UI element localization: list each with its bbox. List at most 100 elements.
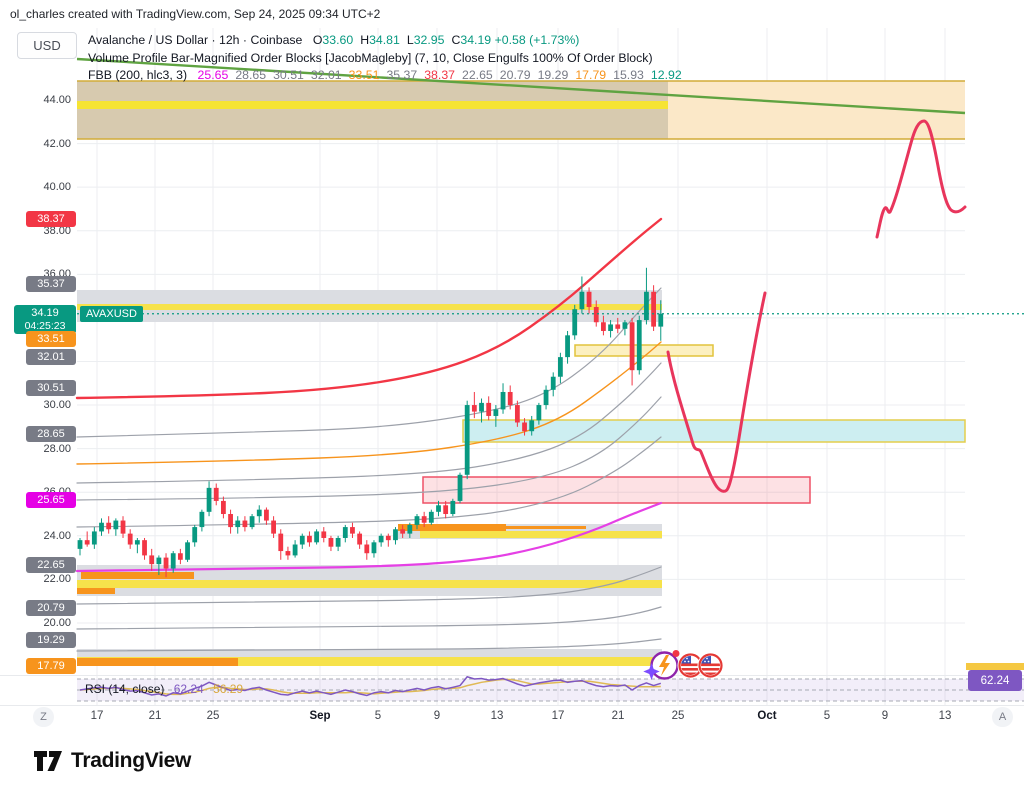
order-block-zone[interactable]: [422, 476, 811, 504]
candle-body: [550, 376, 556, 390]
candle-body: [493, 409, 499, 416]
candle-body: [400, 529, 406, 534]
us-flag-icon[interactable]: [677, 652, 704, 679]
currency-usd-label: USD: [33, 38, 61, 53]
candle-body: [500, 391, 506, 410]
order-block-zone[interactable]: [77, 81, 668, 139]
ohlc-item: C34.19: [451, 33, 492, 47]
order-block-zone[interactable]: [77, 588, 115, 594]
order-block-zone[interactable]: [462, 419, 966, 443]
tradingview-footer-logo[interactable]: TradingView: [33, 748, 191, 774]
candle-body: [142, 540, 147, 556]
attribution-text: ol_charles created with TradingView.com,…: [10, 7, 381, 21]
trend-line[interactable]: [76, 57, 966, 115]
candle-body: [292, 544, 298, 556]
price-badge-34.19: 34.19 04:25:23: [14, 304, 76, 334]
us-flag-icon-2[interactable]: [697, 652, 724, 679]
order-block-zone[interactable]: [420, 531, 662, 538]
candle-body: [536, 405, 542, 421]
order-block-zone[interactable]: [574, 344, 714, 357]
candle-body: [77, 540, 83, 549]
candle-body: [163, 557, 169, 569]
fbb-indicator-label: FBB (200, hlc3, 3): [88, 68, 188, 82]
price-badge-19.29: 19.29: [26, 632, 76, 649]
candle-body: [149, 555, 155, 565]
fbb-0.236-upper-line: [76, 436, 662, 528]
candle-body: [608, 324, 613, 331]
candle-body: [285, 551, 291, 556]
projection-path-spike[interactable]: [875, 119, 967, 239]
timezone-button[interactable]: Z: [33, 707, 54, 727]
currency-usd-button[interactable]: USD: [17, 32, 77, 59]
candle-body: [565, 335, 570, 358]
tradingview-wordmark: TradingView: [71, 749, 192, 772]
ohlc-item: L32.95: [406, 33, 445, 47]
fbb-value: 15.93: [613, 68, 644, 82]
candle-body: [615, 324, 621, 329]
fbb-legend-row[interactable]: FBB (200, hlc3, 3) 25.65 28.65 30.51 32.01 3…: [88, 68, 682, 82]
candle-body: [436, 505, 441, 512]
price-axis-label: 22.00: [43, 573, 71, 586]
time-axis-label: 13: [938, 710, 952, 722]
rsi-band-fill: [77, 679, 1024, 701]
time-axis-label: 17: [90, 710, 104, 722]
symbol-legend-row[interactable]: Avalanche / US Dollar · 12h · Coinbase O…: [88, 33, 579, 47]
candle-body: [242, 520, 248, 528]
candle-body: [450, 500, 456, 515]
candle-body: [658, 313, 664, 327]
price-badge-32.01: 32.01: [26, 349, 76, 366]
order-block-zone[interactable]: [77, 658, 238, 666]
order-block-zone[interactable]: [506, 526, 586, 529]
time-axis-label: 13: [490, 710, 504, 722]
rsi-legend-row[interactable]: RSI (14, close) 62.24 56.29: [85, 682, 243, 696]
order-block-zone[interactable]: [77, 580, 662, 588]
candle-body: [529, 420, 535, 432]
fbb-0.764-upper-line: [76, 287, 662, 438]
order-block-zone[interactable]: [77, 101, 668, 109]
order-block-zone[interactable]: [81, 572, 194, 579]
fbb-basis-line: [75, 501, 663, 573]
time-axis-label: Oct: [757, 710, 777, 722]
projection-path-w-recovery[interactable]: [666, 291, 767, 493]
autoscale-button[interactable]: A: [992, 707, 1013, 727]
candle-body: [113, 520, 119, 530]
ohlc-item: H34.81: [360, 33, 400, 47]
price-axis-label: 20.00: [43, 616, 71, 629]
candle-body: [271, 520, 276, 534]
order-block-zone[interactable]: [77, 649, 662, 658]
candle-body: [457, 474, 463, 501]
candle-body: [364, 544, 370, 554]
candle-body: [185, 542, 190, 560]
fbb-value: 19.29: [537, 68, 569, 82]
order-block-zone[interactable]: [966, 663, 1024, 670]
fbb-value: 17.79: [575, 68, 607, 82]
order-block-zone[interactable]: [77, 304, 662, 310]
sparkle-bolt-icon[interactable]: [643, 650, 680, 680]
price-axis-label: 44.00: [43, 94, 71, 106]
candle-body: [471, 405, 477, 412]
order-block-zone[interactable]: [77, 657, 662, 666]
candle-body: [350, 527, 355, 534]
candle-body: [464, 405, 470, 475]
order-block-zone[interactable]: [398, 524, 506, 531]
candle-body: [622, 322, 628, 329]
rsi-ma-value: 56.29: [213, 682, 244, 696]
time-axis-label: 5: [823, 710, 831, 722]
rsi-value: 62.24: [173, 682, 204, 696]
candle-body: [156, 557, 162, 565]
price-badge-17.79: 17.79: [26, 658, 76, 675]
fbb-value: 30.51: [273, 68, 304, 82]
candle-body: [335, 537, 341, 547]
candle-body: [601, 322, 606, 331]
candle-body: [414, 516, 420, 525]
candle-body: [299, 535, 305, 545]
candle-body: [307, 535, 312, 543]
time-axis-label: 25: [671, 710, 685, 722]
time-axis-label: 25: [206, 710, 220, 722]
candle-body: [199, 511, 205, 528]
candle-body: [371, 542, 377, 554]
rsi-indicator-label: RSI (14, close): [85, 682, 165, 696]
indicator-legend-row[interactable]: Volume Profile Bar-Magnified Order Block…: [88, 51, 653, 65]
